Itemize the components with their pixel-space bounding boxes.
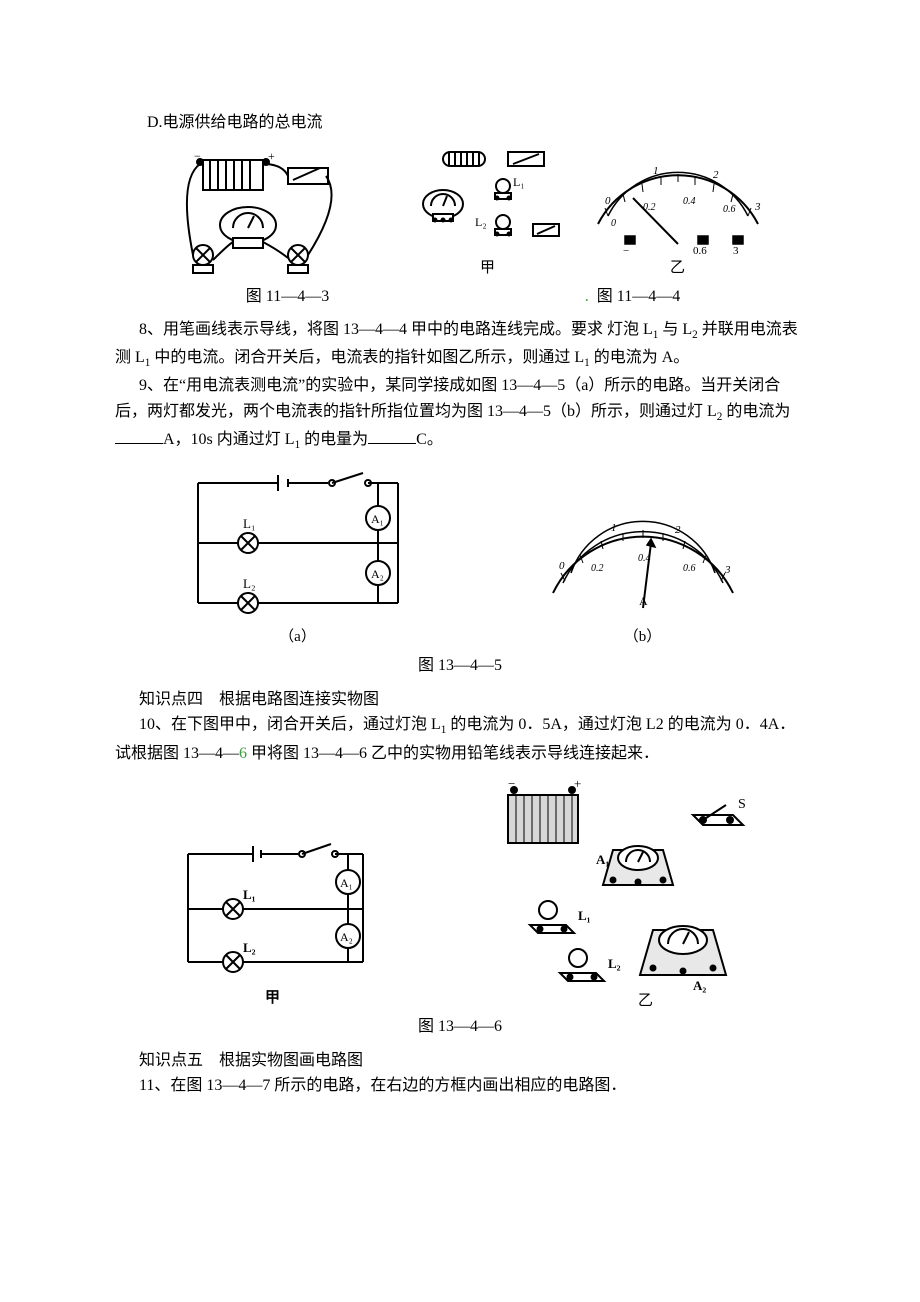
fig6-caption: 图 13—4—6 <box>115 1014 805 1040</box>
figure-13-4-5-a: L₁ A₁ L₂ A₂ （a） <box>168 463 428 649</box>
svg-text:L₁: L₁ <box>243 516 255 531</box>
svg-text:L₂: L₂ <box>243 576 255 591</box>
svg-text:0: 0 <box>605 195 611 207</box>
svg-text:L₂: L₂ <box>608 956 621 971</box>
ammeter-gauge-icon: 0 1 2 3 0 0.2 0.4 0.6 − 0.6 <box>583 154 773 254</box>
svg-text:A₂: A₂ <box>340 930 353 944</box>
figure-13-4-6-jia: L₁ A₁ L₂ A₂ 甲 <box>163 834 383 1010</box>
svg-text:A: A <box>639 594 648 608</box>
figure-13-4-5-b: 0 1 2 3 0.2 0.4 0.6 A （b） <box>533 503 753 649</box>
svg-text:A₁: A₁ <box>340 876 353 890</box>
svg-text:0: 0 <box>611 218 616 229</box>
figure-11-4-4: L₁ L₂ 甲 <box>413 144 773 280</box>
svg-text:1: 1 <box>653 165 659 177</box>
svg-text:−: − <box>623 245 629 254</box>
ammeter-gauge-5b-icon: 0 1 2 3 0.2 0.4 0.6 A <box>533 503 753 623</box>
q9-t5: C。 <box>416 431 443 448</box>
section-4-heading: 知识点四 根据电路图连接实物图 <box>115 687 805 713</box>
q9-t2: 的电流为 <box>722 403 790 420</box>
svg-text:0.6: 0.6 <box>683 563 696 574</box>
q9-t3: A，10s 内通过灯 L <box>163 431 295 448</box>
figure-11-4-3: − + <box>148 150 348 280</box>
fig4-caption-text: 图 11—4—4 <box>597 288 680 305</box>
svg-text:0.6: 0.6 <box>693 245 707 254</box>
q9-blank-1 <box>115 428 163 444</box>
svg-text:乙: 乙 <box>638 993 653 1009</box>
svg-text:A₁: A₁ <box>371 512 384 526</box>
svg-text:0.6: 0.6 <box>723 204 736 215</box>
figure-row-6: L₁ A₁ L₂ A₂ 甲 <box>115 780 805 1010</box>
svg-text:3: 3 <box>724 564 731 576</box>
svg-text:A₂: A₂ <box>371 567 384 581</box>
figure-13-4-6-yi: − + S A₁ L₁ <box>478 780 758 1010</box>
q8-t1: 8、用笔画线表示导线，将图 13—4—4 甲中的电路连线完成。要求 灯泡 L <box>139 321 653 338</box>
q9-t4: 的电量为 <box>300 431 368 448</box>
q10-t3: 甲将图 13—4—6 乙中的实物用铅笔线表示导线连接起来． <box>247 745 659 762</box>
svg-text:0.2: 0.2 <box>591 563 604 574</box>
svg-text:L₂: L₂ <box>243 940 256 955</box>
svg-text:L₁: L₁ <box>243 887 256 902</box>
svg-text:0.4: 0.4 <box>683 196 696 207</box>
svg-text:2: 2 <box>713 169 719 181</box>
svg-text:1: 1 <box>611 522 617 534</box>
svg-text:2: 2 <box>675 524 681 536</box>
fig5b-label: （b） <box>624 625 662 649</box>
svg-text:−: − <box>194 150 201 163</box>
fig6-jia-label: 甲 <box>265 986 280 1010</box>
svg-text:3: 3 <box>754 201 761 213</box>
svg-text:+: + <box>574 780 581 791</box>
figure-11-4-4-yi: 0 1 2 3 0 0.2 0.4 0.6 − 0.6 <box>583 154 773 280</box>
q9-blank-2 <box>368 428 416 444</box>
svg-text:3: 3 <box>733 245 739 254</box>
svg-text:L₁: L₁ <box>578 908 591 923</box>
caption-row-3-4: 图 11—4—3 . 图 11—4—4 <box>115 284 805 310</box>
fig5-caption: 图 13—4—5 <box>115 653 805 679</box>
fig5a-label: （a） <box>279 625 316 649</box>
question-8: 8、用笔画线表示导线，将图 13—4—4 甲中的电路连线完成。要求 灯泡 L1 … <box>115 317 805 373</box>
q8-t2: 与 L <box>658 321 692 338</box>
green-dot-icon: . <box>585 288 589 305</box>
svg-text:0: 0 <box>559 560 565 572</box>
fig4-yi-label: 乙 <box>670 256 685 280</box>
figure-row-5: L₁ A₁ L₂ A₂ （a） <box>115 463 805 649</box>
schematic-5a-icon: L₁ A₁ L₂ A₂ <box>168 463 428 623</box>
q9-t1: 9、在“用电流表测电流”的实验中，某同学接成如图 13—4—5（a）所示的电路。… <box>115 377 780 420</box>
svg-text:L₁: L₁ <box>513 175 525 189</box>
section-5-heading: 知识点五 根据实物图画电路图 <box>115 1048 805 1074</box>
question-10: 10、在下图甲中，闭合开关后，通过灯泡 L1 的电流为 0．5A，通过灯泡 L2… <box>115 712 805 766</box>
question-9: 9、在“用电流表测电流”的实验中，某同学接成如图 13—4—5（a）所示的电路。… <box>115 373 805 455</box>
figure-row-3-4: − + <box>115 144 805 280</box>
fig4-caption: . 图 11—4—4 <box>460 284 805 310</box>
svg-text:A₂: A₂ <box>693 978 706 993</box>
svg-text:A₁: A₁ <box>596 852 609 867</box>
q8-t4: 中的电流。闭合开关后，电流表的指针如图乙所示，则通过 L <box>150 349 584 366</box>
q8-t5: 的电流为 A。 <box>590 349 690 366</box>
schematic-6jia-icon: L₁ A₁ L₂ A₂ <box>163 834 383 984</box>
svg-text:+: + <box>268 150 275 163</box>
figure-11-4-4-jia: L₁ L₂ 甲 <box>413 144 563 280</box>
option-d: D.电源供给电路的总电流 <box>115 110 805 136</box>
q10-green-digit: 6 <box>239 745 247 762</box>
fig4-jia-label: 甲 <box>480 256 495 280</box>
svg-text:L₂: L₂ <box>475 215 487 229</box>
fig3-caption: 图 11—4—3 <box>115 284 460 310</box>
svg-text:S: S <box>738 797 746 812</box>
physical-6yi-icon: − + S A₁ L₁ <box>478 780 758 1010</box>
question-11: 11、在图 13—4—7 所示的电路，在右边的方框内画出相应的电路图． <box>115 1073 805 1099</box>
circuit-jia-icon: L₁ L₂ <box>413 144 563 254</box>
q10-t1: 10、在下图甲中，闭合开关后，通过灯泡 L <box>139 716 441 733</box>
circuit-physical-icon: − + <box>148 150 348 280</box>
svg-text:−: − <box>508 780 515 791</box>
